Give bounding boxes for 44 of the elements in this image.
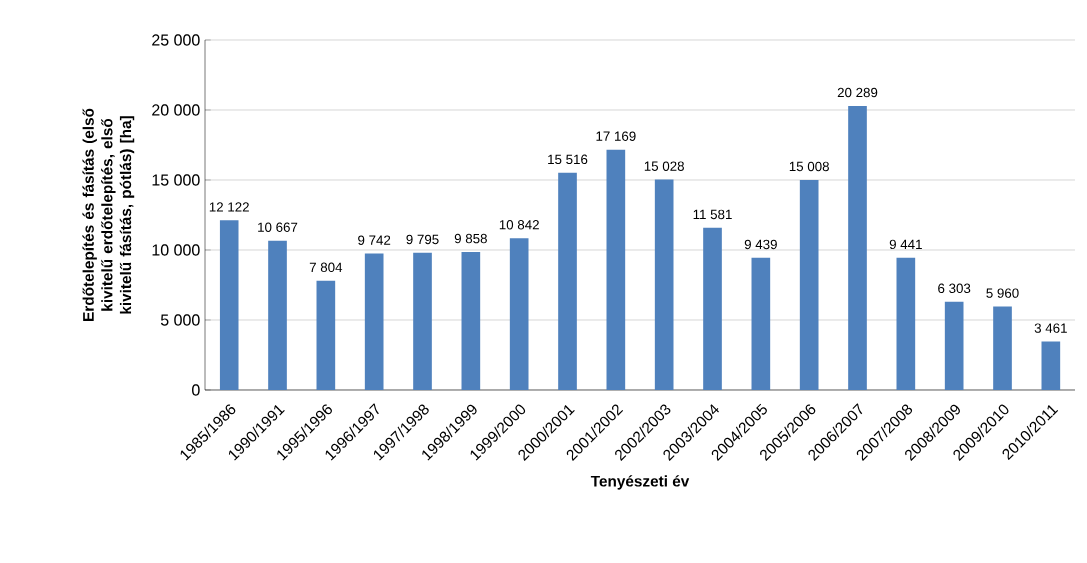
data-label: 10 667 xyxy=(258,222,298,232)
data-label: 9 742 xyxy=(358,235,391,245)
data-label: 9 858 xyxy=(454,233,487,244)
bar xyxy=(268,240,287,390)
y-tick-label: 5 000 xyxy=(160,314,200,326)
data-label: 15 028 xyxy=(644,161,684,171)
bar xyxy=(413,252,432,390)
bar xyxy=(364,253,384,390)
x-axis-title: Tenyészeti év xyxy=(590,475,690,490)
data-label: 5 960 xyxy=(986,288,1019,298)
bar xyxy=(606,149,626,390)
bar xyxy=(993,306,1012,390)
data-label: 6 303 xyxy=(938,283,971,294)
data-label: 12 122 xyxy=(209,202,249,212)
bar xyxy=(1041,341,1061,390)
bar xyxy=(944,301,964,390)
y-axis-title: Erdőtelepítés és fásítás (első kivitelű erdőtelepítés, első kivitelű fásítás, pótlás) [ha] xyxy=(82,108,135,321)
data-label: 15 008 xyxy=(789,161,829,172)
data-label: 9 439 xyxy=(744,239,777,250)
bar xyxy=(509,238,529,390)
y-tick-label: 15 000 xyxy=(152,174,200,186)
y-tick-label: 0 xyxy=(192,384,200,396)
data-label: 7 804 xyxy=(309,262,343,273)
data-label: 9 795 xyxy=(406,234,439,245)
bar xyxy=(219,220,239,390)
bar xyxy=(751,257,771,390)
data-label: 17 169 xyxy=(596,131,636,141)
data-label: 9 441 xyxy=(889,239,922,250)
data-label: 15 516 xyxy=(548,154,588,165)
y-tick-label: 20 000 xyxy=(152,104,200,116)
bar xyxy=(703,227,722,390)
data-label: 20 289 xyxy=(837,87,878,98)
bar xyxy=(799,179,819,390)
data-label: 3 461 xyxy=(1034,323,1067,333)
bar xyxy=(461,251,481,390)
bar xyxy=(316,280,336,390)
bar xyxy=(558,172,577,390)
y-tick-label: 25 000 xyxy=(152,34,200,46)
bar xyxy=(654,179,674,390)
y-tick-label: 10 000 xyxy=(152,244,200,256)
bar xyxy=(896,257,916,390)
data-label: 10 842 xyxy=(499,220,539,230)
data-label: 11 581 xyxy=(693,209,732,220)
bar xyxy=(848,105,867,390)
